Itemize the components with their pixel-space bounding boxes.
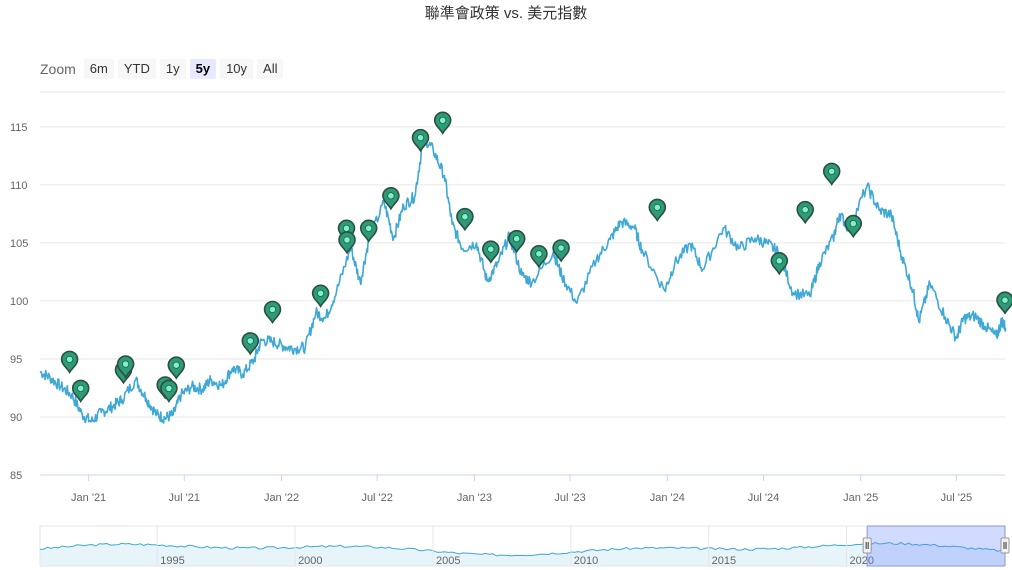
flag-pin-center [268,305,277,314]
flags-group [60,111,1012,403]
navigator-line [39,541,1006,557]
zoom-label: Zoom [40,61,76,77]
flag-pin-center [557,244,565,252]
zoom-all-button[interactable]: All [257,59,284,79]
navigator-tick-label: 2015 [712,555,736,567]
x-axis-ticks: Jan '21 Jul '21 Jan '22 Jul '22 Jan '23 Jul '… [40,474,1005,504]
x-tick-label: Jul '25 [941,492,972,504]
chart-title: 聯準會政策 vs. 美元指數 [424,5,588,22]
x-tick-label: Jan '22 [264,492,299,504]
flag-pin-center [487,245,495,253]
flag-pin-center [77,384,85,392]
flag-pin-center [513,235,521,243]
navigator-handle-right[interactable] [1000,537,1010,554]
flag-pin-center [387,192,395,200]
handle-body [1000,537,1010,554]
fed-policy-flag[interactable] [648,198,667,222]
x-tick-label: Jul '21 [169,492,200,504]
y-tick-label: 95 [10,354,22,366]
fed-policy-flag[interactable] [263,300,282,325]
x-tick-label: Jul '22 [361,492,392,504]
zoom-10y-button[interactable]: 10y [220,59,254,79]
y-tick-label: 85 [10,470,22,482]
zoom-6m-button[interactable]: 6m [83,59,114,79]
flag-pin-center [343,236,351,244]
navigator-tick-label: 2020 [849,555,873,567]
fed-policy-flag[interactable] [530,245,548,269]
fed-policy-flag[interactable] [116,355,135,379]
flag-pin-center [165,384,173,392]
fed-policy-flag[interactable] [311,284,330,308]
flag-pin-center [416,134,425,142]
fed-policy-flag[interactable] [481,240,500,264]
dxy-series-line [39,133,1007,424]
flag-pin-center [65,355,74,363]
x-tick-label: Jul '23 [554,492,585,504]
flag-pin-center [1001,296,1009,304]
fed-policy-flag[interactable] [433,111,452,135]
y-tick-label: 115 [10,122,28,134]
flag-pin-center [849,220,857,228]
flag-pin-center [828,167,836,175]
navigator-selection[interactable] [866,525,1006,567]
navigator-tick-label: 2000 [298,555,322,567]
flag-pin-center [461,213,469,221]
flag-pin-center [246,337,254,345]
fed-policy-flag[interactable] [167,356,186,380]
fed-policy-flag[interactable] [844,214,863,239]
fed-policy-flag[interactable] [338,231,356,255]
handle-body [862,537,872,554]
flag-pin-center [365,224,373,232]
fed-policy-flag[interactable] [359,219,378,243]
fed-policy-flag[interactable] [382,187,400,211]
fed-policy-flag[interactable] [996,291,1012,315]
y-tick-label: 110 [10,180,28,192]
fed-policy-flag[interactable] [822,162,841,186]
zoom-ytd-button[interactable]: YTD [117,59,156,79]
flag-pin-center [172,361,180,369]
zoom-5y-button[interactable]: 5y [189,59,217,79]
zoom-1y-button[interactable]: 1y [159,59,186,79]
fed-policy-flag[interactable] [456,207,474,232]
fed-policy-flag[interactable] [60,350,79,374]
fed-policy-flag[interactable] [71,379,90,403]
fed-policy-flag[interactable] [552,239,570,263]
flag-pin-center [535,250,543,258]
fed-policy-flag[interactable] [507,229,526,254]
y-tick-label: 90 [10,412,22,424]
flag-pin-center [775,257,783,265]
navigator-handle-left[interactable] [862,537,872,554]
fed-policy-flag[interactable] [796,200,815,225]
navigator-tick-label: 2010 [574,555,598,567]
grid-lines [40,91,1005,476]
navigator[interactable]: 1995 2000 2005 2010 2015 2020 [39,525,1010,567]
series-group [39,133,1007,424]
x-tick-label: Jan '25 [843,492,878,504]
flag-pin-center [653,203,661,211]
fed-policy-flag[interactable] [411,128,430,153]
flag-pin-center [317,289,325,297]
x-tick-label: Jan '24 [650,492,685,504]
navigator-tick-label: 2005 [436,555,460,567]
x-tick-label: Jan '21 [71,492,106,504]
x-tick-label: Jan '23 [457,492,492,504]
flag-pin-center [121,360,130,368]
fed-policy-flag[interactable] [241,332,260,356]
y-tick-label: 105 [10,238,28,250]
flag-pin-center [342,224,351,232]
flag-pin-center [801,206,809,214]
flag-pin-center [439,116,447,124]
navigator-tick-label: 1995 [160,555,184,567]
y-tick-label: 100 [10,296,28,308]
fed-policy-flag[interactable] [770,252,789,276]
range-selector: Zoom 6m YTD 1y 5y 10y All [40,58,284,80]
fed-policy-flag[interactable] [160,379,178,403]
y-axis-ticks: 85 90 95 100 105 110 115 [10,122,28,482]
x-tick-label: Jul '24 [748,492,779,504]
